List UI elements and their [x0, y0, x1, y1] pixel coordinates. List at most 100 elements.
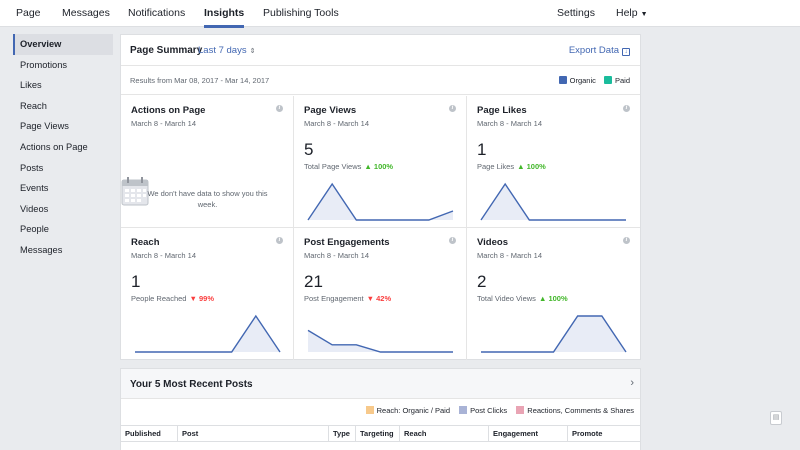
recent-posts-header[interactable]: Your 5 Most Recent Posts ›: [121, 369, 640, 399]
legend-swatch: [365, 406, 374, 414]
metric-date: March 8 - March 14: [304, 251, 370, 260]
metric-label-text: People Reached: [131, 294, 187, 303]
sidebar-item-promotions[interactable]: Promotions: [20, 59, 68, 70]
metric-title: Post Engagements: [304, 237, 390, 248]
column-header-type[interactable]: Type: [328, 426, 355, 441]
sparkline-area: [308, 184, 453, 220]
metric-title: Page Views: [304, 105, 357, 116]
metric-videos[interactable]: Videos March 8 - March 14 i 2 Total Vide…: [467, 228, 640, 360]
column-header-reach[interactable]: Reach: [399, 426, 488, 441]
posts-table-header: Published Post Type Targeting Reach Enga…: [121, 425, 640, 442]
metric-label-text: Post Engagement: [304, 294, 364, 303]
metric-change-value: 100%: [548, 294, 568, 303]
sidebar-item-videos[interactable]: Videos: [20, 203, 49, 214]
metric-label-text: Total Page Views: [304, 162, 362, 171]
legend-swatch: [603, 76, 612, 84]
metric-page-views[interactable]: Page Views March 8 - March 14 i 5 Total …: [294, 96, 467, 228]
sidebar-item-events[interactable]: Events: [20, 183, 49, 194]
summary-legend: Organic Paid: [553, 76, 630, 85]
column-header-engagement[interactable]: Engagement: [488, 426, 567, 441]
top-nav: Page Messages Notifications Insights Pub…: [0, 0, 800, 28]
metric-page-likes[interactable]: Page Likes March 8 - March 14 i 1 Page L…: [467, 96, 640, 228]
document-icon[interactable]: ▤: [770, 411, 782, 425]
metric-actions-on-page[interactable]: Actions on Page March 8 - March 14 i We …: [121, 96, 294, 228]
sidebar-item-overview[interactable]: Overview: [13, 34, 113, 55]
sidebar-item-posts[interactable]: Posts: [20, 162, 44, 173]
sidebar-item-page-views[interactable]: Page Views: [20, 121, 69, 132]
sidebar-item-people[interactable]: People: [20, 224, 49, 235]
column-header-targeting[interactable]: Targeting: [355, 426, 399, 441]
legend-paid: Paid: [603, 76, 630, 85]
sparkline: [135, 314, 281, 353]
sparkline: [307, 329, 453, 353]
results-bar: Results from Mar 08, 2017 - Mar 14, 2017…: [121, 66, 640, 95]
tab-notifications[interactable]: Notifications: [128, 7, 186, 19]
sort-icon: ⇕: [249, 48, 256, 55]
date-range-value: Last 7 days: [198, 45, 247, 56]
column-header-post[interactable]: Post: [177, 426, 328, 441]
recent-posts-card: Your 5 Most Recent Posts › Reach: Organi…: [120, 368, 641, 450]
metric-reach[interactable]: Reach March 8 - March 14 i 1 People Reac…: [121, 228, 294, 360]
tab-insights[interactable]: Insights: [204, 0, 245, 28]
sparkline-area: [481, 184, 626, 220]
info-icon[interactable]: i: [276, 105, 283, 112]
summary-grid: Actions on Page March 8 - March 14 i We …: [121, 96, 640, 360]
sparkline: [307, 182, 454, 221]
metric-date: March 8 - March 14: [131, 119, 197, 128]
sidebar-item-messages[interactable]: Messages: [20, 244, 63, 255]
legend-label: Paid: [614, 76, 630, 85]
legend-reach: Reach: Organic / Paid: [365, 406, 450, 415]
sidebar: Overview Promotions Likes Reach Page Vie…: [13, 34, 113, 261]
metric-label-text: Page Likes: [477, 162, 515, 171]
metric-title: Videos: [477, 237, 508, 248]
metric-change: ▲ 100%: [364, 162, 394, 171]
info-icon[interactable]: i: [449, 105, 456, 112]
download-icon: ↓: [622, 48, 630, 56]
legend-post-clicks: Post Clicks: [459, 406, 507, 415]
metric-label: Total Page Views ▲ 100%: [304, 162, 393, 171]
chevron-down-icon: ▼: [640, 11, 648, 18]
metric-value: 2: [477, 272, 487, 291]
metric-change-value: 100%: [373, 162, 394, 171]
help-menu[interactable]: Help ▼: [616, 0, 648, 27]
sparkline: [481, 315, 627, 353]
sparkline: [480, 182, 626, 221]
sidebar-item-likes[interactable]: Likes: [20, 80, 42, 91]
metric-title: Reach: [131, 237, 160, 248]
sidebar-item-reach[interactable]: Reach: [20, 100, 47, 111]
metric-label: Page Likes ▲ 100%: [477, 162, 546, 171]
legend-reactions: Reactions, Comments & Shares: [516, 406, 634, 415]
legend-label: Post Clicks: [470, 406, 508, 415]
metric-change: ▼ 42%: [366, 294, 392, 303]
tab-publishing-tools[interactable]: Publishing Tools: [263, 7, 339, 19]
export-data-button[interactable]: Export Data ↓: [569, 45, 630, 56]
metric-title: Actions on Page: [131, 105, 206, 116]
metric-change: ▲ 100%: [517, 162, 546, 171]
chevron-right-icon[interactable]: ›: [630, 377, 634, 389]
date-range-select[interactable]: Last 7 days ⇕: [198, 45, 255, 56]
page-summary-header: Page Summary Last 7 days ⇕ Export Data ↓: [121, 35, 640, 66]
info-icon[interactable]: i: [449, 237, 456, 244]
tab-page[interactable]: Page: [16, 7, 41, 19]
metric-date: March 8 - March 14: [477, 251, 543, 260]
column-header-promote[interactable]: Promote: [567, 426, 640, 441]
column-header-published[interactable]: Published: [125, 429, 161, 438]
info-icon[interactable]: i: [623, 237, 630, 244]
export-data-label: Export Data: [568, 45, 619, 56]
info-icon[interactable]: i: [276, 237, 283, 244]
info-icon[interactable]: i: [623, 105, 630, 112]
tab-messages[interactable]: Messages: [62, 7, 110, 19]
metric-change-value: 99%: [198, 294, 214, 303]
metric-change-value: 42%: [376, 294, 392, 303]
legend-label: Reactions, Comments & Shares: [527, 406, 634, 415]
metric-title: Page Likes: [477, 105, 527, 116]
sidebar-item-actions-on-page[interactable]: Actions on Page: [20, 141, 88, 152]
metric-label: People Reached ▼ 99%: [131, 294, 214, 303]
help-label: Help: [616, 7, 638, 19]
metric-post-engagements[interactable]: Post Engagements March 8 - March 14 i 21…: [294, 228, 467, 360]
metric-date: March 8 - March 14: [477, 119, 543, 128]
sparkline-area: [135, 316, 280, 352]
legend-swatch: [558, 76, 567, 84]
recent-posts-title: Your 5 Most Recent Posts: [130, 379, 253, 390]
settings-link[interactable]: Settings: [557, 7, 595, 19]
